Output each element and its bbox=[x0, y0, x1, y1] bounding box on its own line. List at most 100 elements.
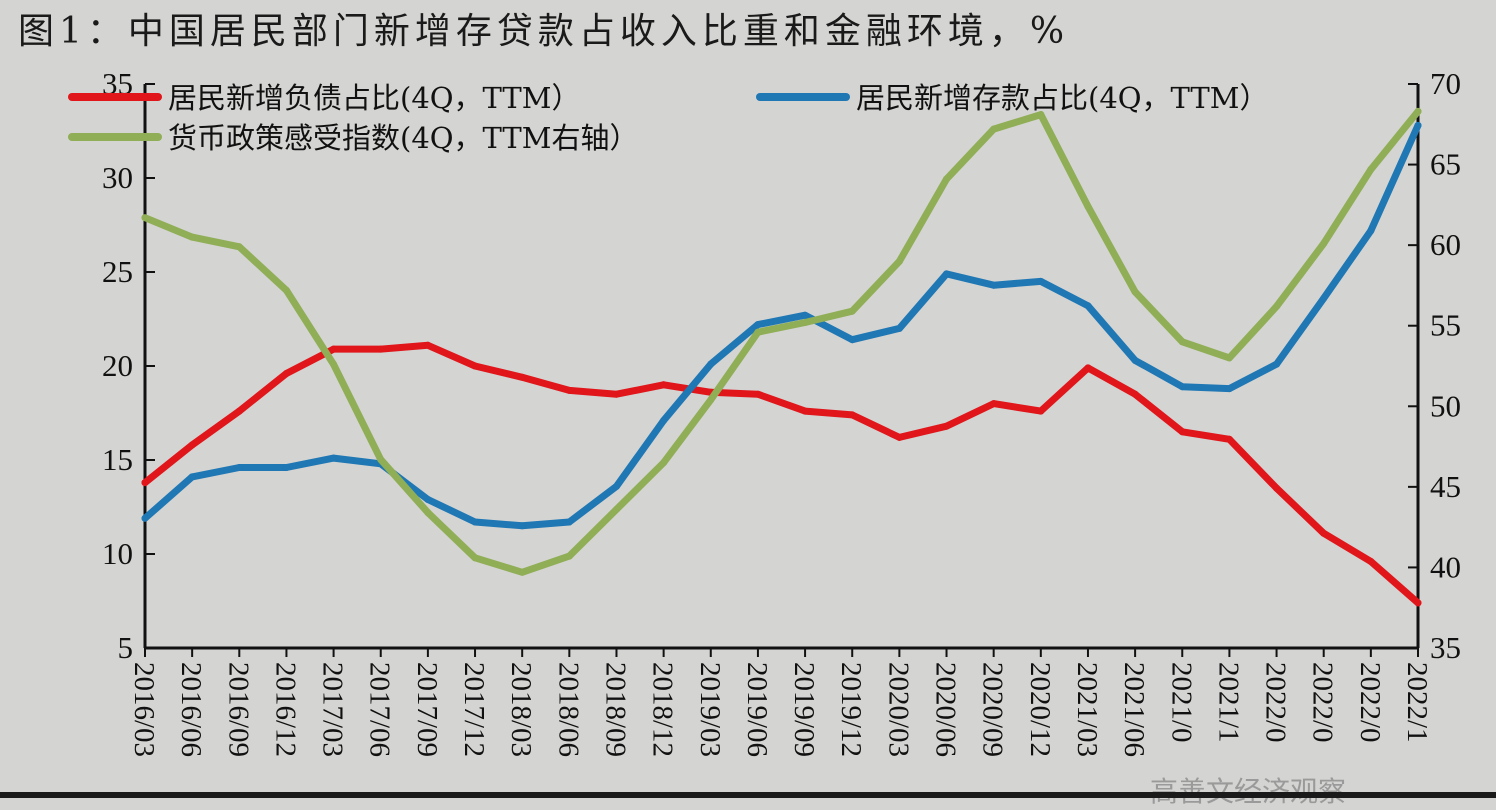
series-0-point bbox=[330, 345, 338, 353]
series-2-point bbox=[613, 505, 620, 513]
series-1-point bbox=[895, 324, 903, 332]
x-tick-label: 2021/0 bbox=[1165, 662, 1197, 743]
right-tick-label: 40 bbox=[1430, 549, 1461, 584]
series-0-point bbox=[1367, 558, 1375, 565]
series-2-point bbox=[754, 328, 762, 336]
bottom-rule bbox=[0, 792, 1496, 798]
series-line-0 bbox=[141, 341, 1422, 607]
series-0-point bbox=[1084, 364, 1092, 372]
x-tick-label: 2017/09 bbox=[411, 662, 443, 757]
series-1-point bbox=[282, 464, 290, 471]
x-tick-label: 2018/03 bbox=[505, 662, 537, 757]
x-tick-label: 2022/0 bbox=[1260, 662, 1292, 743]
series-2-point bbox=[330, 360, 338, 368]
series-1-point bbox=[188, 473, 196, 481]
left-tick-label: 5 bbox=[118, 630, 134, 665]
series-2-point bbox=[141, 214, 149, 222]
series-line-2 bbox=[141, 107, 1422, 576]
x-tick-label: 2019/09 bbox=[788, 662, 820, 757]
right-tick-label: 65 bbox=[1430, 147, 1461, 182]
series-0-point bbox=[848, 411, 856, 419]
series-0-point bbox=[895, 433, 903, 441]
series-2-point bbox=[188, 233, 196, 241]
series-0-point bbox=[1225, 435, 1233, 443]
series-1-point bbox=[801, 311, 809, 319]
series-2-point bbox=[282, 286, 290, 294]
series-0-point bbox=[141, 479, 149, 487]
series-2-point bbox=[895, 257, 903, 265]
x-tick-label: 2021/03 bbox=[1071, 662, 1103, 757]
series-0-point bbox=[424, 341, 432, 349]
series-1-point bbox=[1225, 385, 1233, 393]
x-tick-label: 2021/06 bbox=[1118, 662, 1150, 757]
series-layer bbox=[141, 107, 1422, 607]
x-tick-label: 2018/12 bbox=[647, 662, 679, 757]
series-1-point bbox=[424, 496, 432, 503]
series-2-point bbox=[1131, 288, 1139, 296]
series-2-point bbox=[1320, 240, 1328, 247]
series-2-point bbox=[1273, 302, 1281, 310]
series-0-point bbox=[1178, 428, 1186, 436]
left-tick-label: 15 bbox=[102, 442, 133, 477]
left-tick-label: 20 bbox=[102, 348, 133, 383]
left-tick-label: 30 bbox=[102, 160, 133, 195]
series-2-point bbox=[801, 319, 809, 326]
series-1-point bbox=[1320, 294, 1328, 302]
chart-title: 图1：中国居民部门新增存贷款占收入比重和金融环境，% bbox=[18, 11, 1070, 52]
series-2-point bbox=[1037, 111, 1045, 119]
series-1-point bbox=[565, 518, 573, 526]
x-tick-label: 2018/09 bbox=[599, 662, 631, 757]
series-1-point bbox=[1273, 360, 1281, 368]
x-tick-label: 2020/09 bbox=[977, 662, 1009, 757]
series-0-point bbox=[801, 407, 809, 415]
series-0-point bbox=[1131, 390, 1139, 398]
series-0-point bbox=[518, 373, 526, 381]
series-1-point bbox=[613, 482, 620, 490]
legend-label-1: 居民新增存款占比(4Q，TTM） bbox=[856, 81, 1268, 115]
series-1-point bbox=[943, 270, 950, 278]
legend-label-0: 居民新增负债占比(4Q，TTM） bbox=[168, 81, 580, 115]
left-tick-label: 10 bbox=[102, 536, 133, 571]
x-tick-label: 2016/09 bbox=[222, 662, 254, 757]
series-2-point bbox=[1367, 165, 1375, 173]
series-2-point bbox=[235, 243, 243, 251]
series-1-point bbox=[471, 518, 479, 526]
series-2-point bbox=[471, 554, 479, 562]
series-2-point bbox=[424, 509, 432, 517]
series-2-point bbox=[660, 459, 668, 467]
x-tick-label: 2018/06 bbox=[552, 662, 584, 757]
right-tick-label: 55 bbox=[1430, 308, 1461, 343]
series-line-1 bbox=[141, 121, 1422, 530]
series-0-point bbox=[1414, 599, 1422, 607]
right-tick-label: 70 bbox=[1430, 66, 1461, 101]
x-tick-label: 2016/03 bbox=[128, 662, 160, 757]
x-tick-label: 2020/12 bbox=[1024, 662, 1056, 757]
series-1-point bbox=[141, 514, 149, 522]
series-0-point bbox=[282, 370, 290, 377]
x-tick-label: 2020/06 bbox=[930, 662, 962, 757]
series-0-point bbox=[565, 386, 573, 394]
series-2-point bbox=[943, 175, 950, 183]
series-2-point bbox=[377, 456, 385, 463]
x-tick-label: 2019/03 bbox=[694, 662, 726, 757]
series-2-point bbox=[848, 307, 856, 315]
series-1-point bbox=[518, 522, 526, 530]
x-tick-label: 2019/06 bbox=[741, 662, 773, 757]
series-0-point bbox=[943, 422, 950, 430]
series-2-point bbox=[518, 568, 526, 576]
right-tick-label: 60 bbox=[1430, 227, 1461, 262]
series-1-point bbox=[1414, 121, 1422, 129]
legend-label-2: 货币政策感受指数(4Q，TTM右轴） bbox=[168, 121, 638, 155]
x-tick-label: 2022/1 bbox=[1401, 662, 1433, 743]
series-1-point bbox=[848, 336, 856, 344]
series-1-point bbox=[990, 281, 998, 289]
series-1-point bbox=[754, 321, 762, 329]
series-1-point bbox=[1367, 227, 1375, 235]
series-1-point bbox=[235, 464, 243, 471]
series-2-point bbox=[565, 552, 573, 560]
x-tick-label: 2017/12 bbox=[458, 662, 490, 757]
x-tick-label: 2016/12 bbox=[269, 662, 301, 757]
series-1-point bbox=[330, 454, 338, 462]
